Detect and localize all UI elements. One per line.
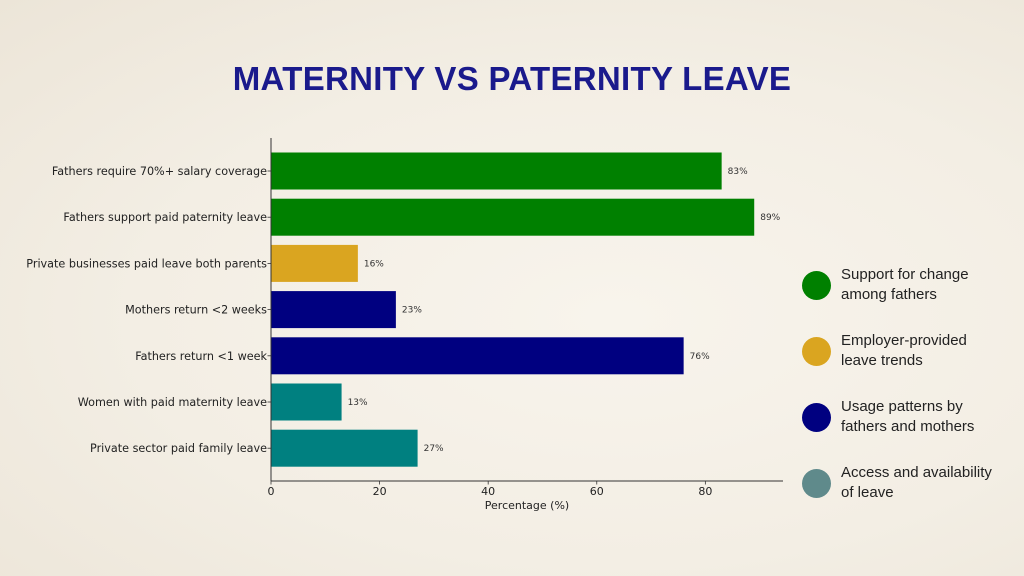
legend-label: Access and availability of leave xyxy=(841,464,992,501)
y-tick-label: Private businesses paid leave both paren… xyxy=(26,257,267,270)
legend-label: Employer-provided leave trends xyxy=(841,332,967,369)
data-label: 83% xyxy=(728,167,748,177)
y-tick-label: Fathers require 70%+ salary coverage xyxy=(52,165,267,178)
x-tick-label: 60 xyxy=(590,485,604,498)
y-tick-label: Fathers support paid paternity leave xyxy=(63,211,267,224)
chart-title: MATERNITY VS PATERNITY LEAVE xyxy=(232,60,792,97)
legend-item-usage: Usage patterns by fathers and mothers xyxy=(802,384,1012,450)
data-label: 23% xyxy=(402,306,422,316)
data-label: 13% xyxy=(348,398,368,408)
bar xyxy=(271,244,358,282)
bar xyxy=(271,152,722,190)
x-tick-label: 80 xyxy=(698,485,712,498)
bar xyxy=(271,198,755,236)
x-tick-label: 0 xyxy=(268,485,275,498)
data-label: 16% xyxy=(364,259,384,269)
data-label: 76% xyxy=(690,352,710,362)
y-tick-label: Mothers return <2 weeks xyxy=(125,304,267,317)
legend-item-employer: Employer-provided leave trends xyxy=(802,318,1012,384)
bar xyxy=(271,291,396,329)
legend-swatch-support-icon xyxy=(802,270,831,300)
y-tick-label: Fathers return <1 week xyxy=(135,350,267,363)
legend-item-access: Access and availability of leave xyxy=(802,450,1012,516)
bar xyxy=(271,337,684,375)
x-axis-label: Percentage (%) xyxy=(485,499,569,512)
legend-swatch-access-icon xyxy=(802,468,831,498)
legend-swatch-employer-icon xyxy=(802,336,831,366)
x-tick-label: 40 xyxy=(481,485,495,498)
y-tick-label: Private sector paid family leave xyxy=(90,442,267,455)
legend-item-support: Support for change among fathers xyxy=(802,252,1012,318)
legend: Support for change among fathers Employe… xyxy=(802,252,1012,516)
legend-label: Support for change among fathers xyxy=(841,266,969,303)
legend-label: Usage patterns by fathers and mothers xyxy=(841,398,975,435)
data-label: 27% xyxy=(424,444,444,454)
data-label: 89% xyxy=(760,213,780,223)
bar xyxy=(271,429,418,467)
y-tick-label: Women with paid maternity leave xyxy=(78,396,267,409)
x-tick-label: 20 xyxy=(373,485,387,498)
legend-swatch-usage-icon xyxy=(802,402,831,432)
bar xyxy=(271,383,342,421)
